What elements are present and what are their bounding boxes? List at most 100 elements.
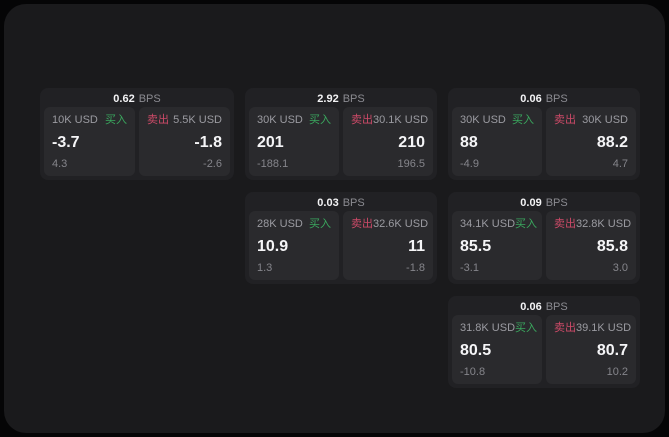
sell-panel[interactable]: 卖出 5.5K USD -1.8 -2.6	[139, 107, 230, 176]
card-header: 0.09 BPS	[452, 196, 636, 211]
sell-toprow: 卖出 30K USD	[554, 114, 628, 126]
buy-delta: 1.3	[257, 262, 273, 274]
buy-panel[interactable]: 10K USD 买入 -3.7 4.3	[44, 107, 135, 176]
sell-price: 88.2	[596, 133, 628, 151]
sell-panel[interactable]: 卖出 32.8K USD 85.8 3.0	[546, 211, 636, 280]
app-window: 0.62 BPS 10K USD 买入 -3.7 4.3 卖出 5.5K USD…	[4, 4, 665, 433]
buy-price: 85.5	[460, 237, 492, 255]
bps-unit-label: BPS	[545, 197, 568, 209]
buy-panel[interactable]: 30K USD 买入 88 -4.9	[452, 107, 542, 176]
bps-value: 2.92	[317, 93, 339, 105]
sell-notional: 30.1K USD	[373, 114, 429, 126]
quote-subpanels: 31.8K USD 买入 80.5 -10.8 卖出 39.1K USD 80.…	[452, 315, 636, 384]
sell-panel[interactable]: 卖出 30K USD 88.2 4.7	[546, 107, 636, 176]
quote-subpanels: 28K USD 买入 10.9 1.3 卖出 32.6K USD 11 -1.8	[249, 211, 433, 280]
buy-panel[interactable]: 34.1K USD 买入 85.5 -3.1	[452, 211, 542, 280]
sell-notional: 32.8K USD	[576, 218, 632, 230]
buy-panel[interactable]: 28K USD 买入 10.9 1.3	[249, 211, 339, 280]
buy-price: 80.5	[460, 341, 492, 359]
buy-price: 201	[257, 133, 284, 151]
sell-delta: 196.5	[397, 158, 425, 170]
buy-toprow: 31.8K USD 买入	[460, 322, 538, 334]
buy-toprow: 28K USD 买入	[257, 218, 331, 230]
card-header: 0.03 BPS	[249, 196, 433, 211]
buy-toprow: 10K USD 买入	[52, 114, 127, 126]
buy-label: 买入	[512, 114, 534, 126]
sell-notional: 5.5K USD	[173, 114, 222, 126]
sell-price: 85.8	[596, 237, 628, 255]
bps-value: 0.06	[520, 93, 542, 105]
buy-price: 88	[460, 133, 478, 151]
sell-delta: -2.6	[203, 158, 222, 170]
sell-price: 80.7	[596, 341, 628, 359]
buy-panel[interactable]: 31.8K USD 买入 80.5 -10.8	[452, 315, 542, 384]
sell-label: 卖出	[351, 218, 373, 230]
card-header: 0.06 BPS	[452, 300, 636, 315]
bps-unit-label: BPS	[545, 93, 568, 105]
quote-subpanels: 30K USD 买入 201 -188.1 卖出 30.1K USD 210 1…	[249, 107, 433, 176]
sell-label: 卖出	[554, 322, 576, 334]
buy-panel[interactable]: 30K USD 买入 201 -188.1	[249, 107, 339, 176]
sell-notional: 39.1K USD	[576, 322, 632, 334]
sell-toprow: 卖出 30.1K USD	[351, 114, 429, 126]
sell-toprow: 卖出 32.6K USD	[351, 218, 429, 230]
buy-delta: 4.3	[52, 158, 68, 170]
buy-label: 买入	[105, 114, 127, 126]
buy-label: 买入	[515, 322, 538, 334]
buy-price: -3.7	[52, 133, 80, 151]
quote-card: 0.03 BPS 28K USD 买入 10.9 1.3 卖出 32.6K US…	[245, 192, 437, 284]
buy-toprow: 30K USD 买入	[460, 114, 534, 126]
sell-price: 210	[398, 133, 425, 151]
quote-card: 0.06 BPS 30K USD 买入 88 -4.9 卖出 30K USD 8…	[448, 88, 640, 180]
sell-price: -1.8	[194, 133, 222, 151]
bps-unit-label: BPS	[342, 93, 365, 105]
sell-toprow: 卖出 5.5K USD	[147, 114, 222, 126]
quote-card: 0.06 BPS 31.8K USD 买入 80.5 -10.8 卖出 39.1…	[448, 296, 640, 388]
sell-panel[interactable]: 卖出 39.1K USD 80.7 10.2	[546, 315, 636, 384]
buy-price: 10.9	[257, 237, 289, 255]
quote-subpanels: 34.1K USD 买入 85.5 -3.1 卖出 32.8K USD 85.8…	[452, 211, 636, 280]
bps-unit-label: BPS	[342, 197, 365, 209]
bps-value: 0.06	[520, 301, 542, 313]
quote-card: 0.62 BPS 10K USD 买入 -3.7 4.3 卖出 5.5K USD…	[40, 88, 234, 180]
buy-notional: 28K USD	[257, 218, 303, 230]
sell-delta: 3.0	[612, 262, 628, 274]
buy-notional: 10K USD	[52, 114, 98, 126]
sell-label: 卖出	[554, 114, 576, 126]
bps-value: 0.03	[317, 197, 339, 209]
bps-value: 0.09	[520, 197, 542, 209]
buy-notional: 31.8K USD	[460, 322, 516, 334]
sell-notional: 32.6K USD	[373, 218, 429, 230]
buy-label: 买入	[309, 218, 331, 230]
sell-label: 卖出	[351, 114, 373, 126]
sell-delta: 10.2	[606, 366, 628, 378]
buy-delta: -4.9	[460, 158, 479, 170]
sell-price: 11	[408, 237, 425, 255]
quote-card-grid: 0.62 BPS 10K USD 买入 -3.7 4.3 卖出 5.5K USD…	[40, 88, 640, 388]
sell-toprow: 卖出 32.8K USD	[554, 218, 632, 230]
buy-delta: -3.1	[460, 262, 479, 274]
bps-value: 0.62	[113, 93, 135, 105]
sell-panel[interactable]: 卖出 32.6K USD 11 -1.8	[343, 211, 433, 280]
sell-panel[interactable]: 卖出 30.1K USD 210 196.5	[343, 107, 433, 176]
bps-unit-label: BPS	[545, 301, 568, 313]
sell-delta: 4.7	[612, 158, 628, 170]
quote-card: 2.92 BPS 30K USD 买入 201 -188.1 卖出 30.1K …	[245, 88, 437, 180]
card-header: 0.62 BPS	[44, 92, 230, 107]
card-header: 2.92 BPS	[249, 92, 433, 107]
buy-toprow: 30K USD 买入	[257, 114, 331, 126]
sell-delta: -1.8	[406, 262, 425, 274]
buy-delta: -10.8	[460, 366, 486, 378]
buy-label: 买入	[515, 218, 538, 230]
bps-unit-label: BPS	[138, 93, 161, 105]
sell-label: 卖出	[554, 218, 576, 230]
sell-notional: 30K USD	[582, 114, 628, 126]
buy-notional: 30K USD	[257, 114, 303, 126]
buy-notional: 34.1K USD	[460, 218, 516, 230]
card-header: 0.06 BPS	[452, 92, 636, 107]
buy-toprow: 34.1K USD 买入	[460, 218, 538, 230]
sell-toprow: 卖出 39.1K USD	[554, 322, 632, 334]
buy-delta: -188.1	[257, 158, 289, 170]
buy-label: 买入	[309, 114, 331, 126]
